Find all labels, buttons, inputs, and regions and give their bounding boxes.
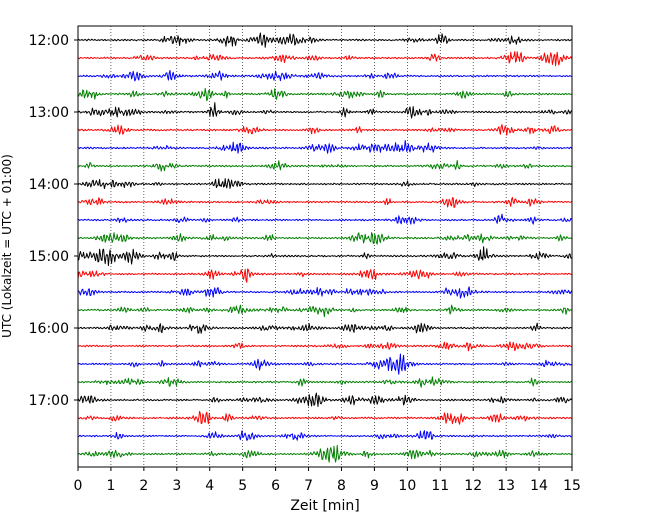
trace-1245: [77, 87, 572, 102]
x-axis-label: Zeit [min]: [290, 498, 359, 514]
trace-1515: [77, 268, 572, 283]
seismic-traces: [77, 32, 573, 463]
trace-1630: [77, 353, 572, 375]
trace-1300: [77, 102, 573, 119]
trace-1645: [77, 376, 572, 388]
y-tick-label: 13:00: [29, 105, 69, 121]
y-tick-label: 14:00: [29, 177, 69, 193]
x-tick-label: 3: [172, 478, 181, 494]
x-tick-label: 15: [563, 478, 581, 494]
trace-1500: [77, 246, 572, 267]
trace-1715: [77, 410, 572, 425]
trace-1745: [77, 444, 572, 463]
trace-1200: [77, 32, 572, 48]
trace-1330: [77, 139, 573, 154]
x-tick-label: 7: [304, 478, 313, 494]
trace-1315: [77, 124, 572, 136]
x-tick-label: 4: [205, 478, 214, 494]
trace-1400: [77, 178, 572, 190]
trace-1230: [77, 69, 572, 82]
x-tick-label: 6: [271, 478, 280, 494]
x-tick-label: 1: [106, 478, 115, 494]
x-tick-label: 11: [431, 478, 449, 494]
trace-1445: [77, 232, 572, 245]
y-tick-label: 17:00: [29, 393, 69, 409]
plot-frame: [77, 25, 573, 468]
y-tick-label: 12:00: [29, 33, 69, 49]
x-tick-label: 12: [464, 478, 482, 494]
y-tick-label: 15:00: [29, 249, 69, 265]
trace-1600: [77, 322, 572, 334]
x-tick-label: 8: [337, 478, 346, 494]
trace-1530: [77, 286, 573, 299]
x-tick-label: 14: [530, 478, 548, 494]
x-tick-label: 5: [238, 478, 247, 494]
trace-1415: [77, 196, 572, 208]
y-axis-label: UTC (Lokalzeit = UTC + 01:00): [0, 154, 14, 338]
trace-1700: [77, 392, 573, 407]
y-axis-ticks: 12:00 13:00 14:00 15:00 16:00 17:00: [29, 33, 78, 409]
x-tick-label: 2: [139, 478, 148, 494]
trace-1215: [77, 51, 573, 67]
trace-1345: [77, 159, 572, 172]
y-tick-label: 16:00: [29, 321, 69, 337]
x-axis-ticks: 0 1 2 3 4 5 6 7 8 9 10 11 12 13 14 15: [74, 467, 581, 494]
trace-1545: [77, 304, 572, 318]
x-tick-label: 9: [370, 478, 379, 494]
trace-1430: [77, 213, 572, 225]
x-tick-label: 10: [398, 478, 416, 494]
x-tick-label: 13: [497, 478, 515, 494]
x-tick-label: 0: [74, 478, 83, 494]
trace-1615: [77, 341, 572, 352]
trace-1730: [77, 430, 572, 441]
